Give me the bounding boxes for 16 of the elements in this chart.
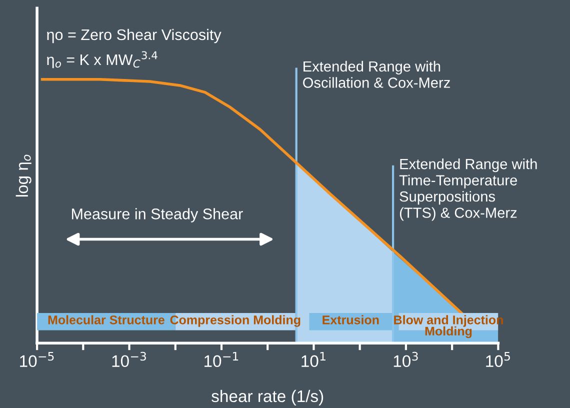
- text: η$_{o}$ = K x MW$_{C}$$^{3.4}$: [47, 51, 158, 68]
- band-label: Molecular Structure: [48, 315, 164, 324]
- x-axis-title: shear rate (1/s): [212, 390, 324, 406]
- x-tick-label: 10$^{3}$: [394, 352, 418, 368]
- annotation: Measure in Steady Shear: [72, 208, 243, 222]
- x-tick-label: 10$^{1}$: [302, 352, 326, 368]
- band-label: Compression Molding: [170, 315, 300, 327]
- x-tick-label: 10$^{−5}$: [20, 352, 54, 368]
- text: ηo = Zero Shear Viscosity: [47, 28, 222, 44]
- x-tick-label: 10$^{−1}$: [204, 352, 238, 368]
- ref-line-label: Extended Range with Oscillation & Cox-Merz: [303, 60, 450, 88]
- ref-line-label: Extended Range with Time-Temperature Superpositions (TTS) & Cox-Merz: [399, 158, 537, 221]
- band-label: Extrusion: [322, 315, 379, 324]
- x-tick-label: 10$^{−3}$: [112, 352, 146, 368]
- x-tick-label: 10$^{5}$: [486, 352, 510, 368]
- y-axis-title: log η$_{o}$: [16, 154, 32, 197]
